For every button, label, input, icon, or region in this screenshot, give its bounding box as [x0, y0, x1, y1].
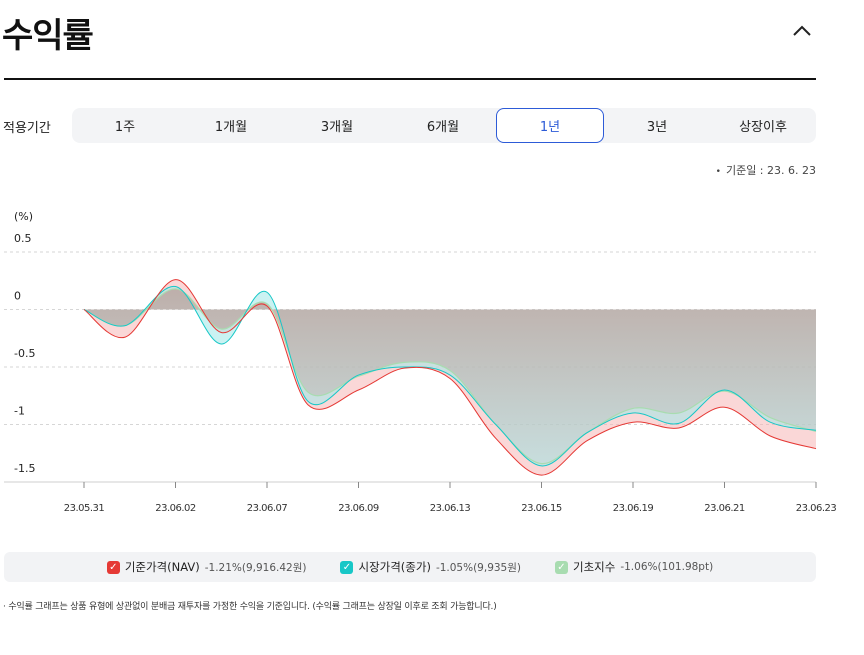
series-line	[83, 279, 817, 476]
checkbox-checked-icon[interactable]: ✓	[106, 560, 120, 574]
footnote: · 수익률 그래프는 상품 유형에 상관없이 분배금 재투자를 가정한 수익을 …	[3, 602, 497, 612]
period-tab-1m[interactable]: 1개월	[214, 120, 248, 135]
y-tick-label: -1	[14, 405, 25, 418]
period-label: 적용기간	[3, 121, 51, 136]
period-tab-1y[interactable]: 1년	[496, 108, 604, 143]
y-tick-label: -1.5	[14, 462, 35, 475]
x-tick-label: 23.06.19	[613, 503, 654, 514]
legend-name: 기초지수	[573, 560, 616, 574]
period-tab-3y[interactable]: 3년	[646, 120, 668, 135]
period-tab-since-listing[interactable]: 상장이후	[739, 120, 787, 135]
bullet-icon: •	[715, 167, 721, 177]
x-tick-label: 23.06.09	[338, 503, 379, 514]
x-tick-label: 23.06.15	[521, 503, 562, 514]
title-divider	[4, 78, 816, 80]
legend-item-base-index[interactable]: ✓ 기초지수 -1.06%(101.98pt)	[555, 559, 713, 575]
x-tick-label: 23.06.23	[796, 503, 837, 514]
legend-value: -1.21%(9,916.42원)	[204, 561, 307, 574]
y-tick-label: 0	[14, 290, 21, 303]
period-tab-1w[interactable]: 1주	[114, 120, 136, 135]
legend-value: -1.05%(9,935원)	[435, 561, 521, 574]
base-date-text: 기준일 : 23. 6. 23	[725, 164, 816, 177]
series-area	[84, 288, 816, 464]
legend-item-market-price[interactable]: ✓ 시장가격(종가) -1.05%(9,935원)	[340, 559, 521, 575]
page-title: 수익률	[2, 16, 94, 56]
checkbox-checked-icon[interactable]: ✓	[555, 560, 568, 574]
checkbox-checked-icon[interactable]: ✓	[340, 560, 354, 574]
period-tab-6m[interactable]: 6개월	[426, 120, 460, 135]
x-tick-label: 23.05.31	[64, 503, 105, 514]
legend-item-nav[interactable]: ✓ 기준가격(NAV) -1.21%(9,916.42원)	[106, 559, 307, 575]
series-line	[83, 285, 817, 467]
return-chart: (%) 0.5 0 -0.5 -1 -1.5 23.05.31 23.06.02 23.06.0…	[4, 210, 837, 514]
y-axis-unit: (%)	[14, 210, 33, 223]
chart-legend: ✓ 기준가격(NAV) -1.21%(9,916.42원) ✓ 시장가격(종가)…	[4, 552, 816, 582]
base-date: • 기준일 : 23. 6. 23	[716, 162, 816, 178]
x-tick-label: 23.06.21	[704, 503, 745, 514]
legend-name: 시장가격(종가)	[358, 560, 431, 574]
x-tick-label: 23.06.07	[247, 503, 288, 514]
x-tick-label: 23.06.13	[430, 503, 471, 514]
period-selector: 1주 1개월 3개월 6개월 1년 3년 상장이후	[72, 108, 816, 143]
legend-name: 기준가격(NAV)	[124, 560, 200, 574]
chevron-up-icon[interactable]	[790, 20, 814, 40]
period-tab-3m[interactable]: 3개월	[320, 120, 354, 135]
y-tick-label: -0.5	[14, 347, 35, 360]
y-tick-label: 0.5	[14, 232, 32, 245]
x-tick-label: 23.06.02	[155, 503, 196, 514]
legend-value: -1.06%(101.98pt)	[620, 561, 714, 573]
